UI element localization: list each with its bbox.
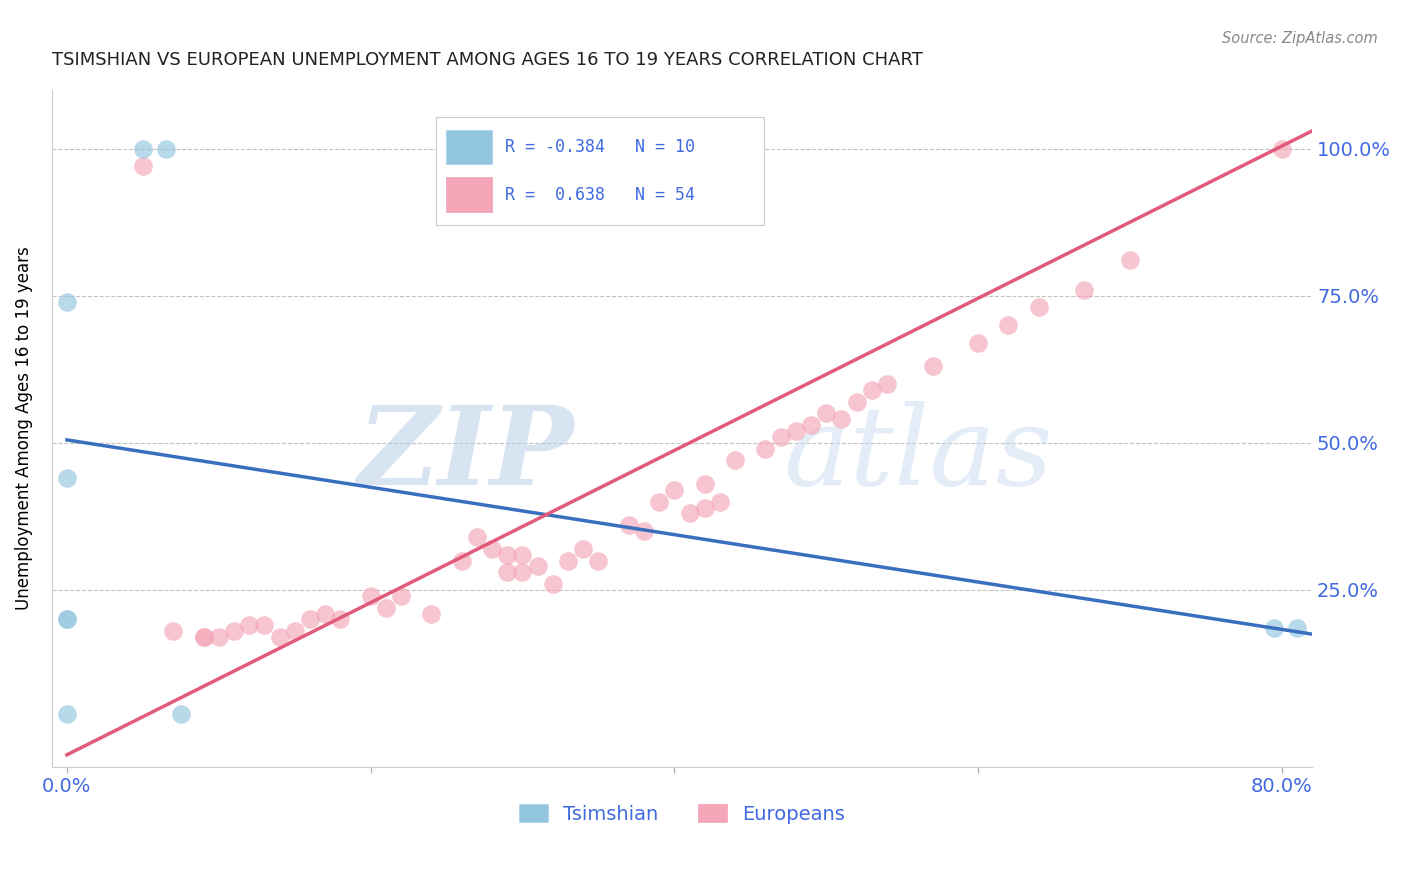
- Point: [845, 394, 868, 409]
- Point: [162, 624, 184, 639]
- Point: [132, 142, 155, 156]
- Point: [860, 383, 883, 397]
- Point: [360, 589, 382, 603]
- Point: [374, 600, 396, 615]
- Point: [557, 553, 579, 567]
- Point: [329, 612, 352, 626]
- Point: [633, 524, 655, 538]
- Point: [1073, 283, 1095, 297]
- Point: [465, 530, 488, 544]
- Point: [238, 618, 260, 632]
- Point: [754, 442, 776, 456]
- Point: [496, 566, 519, 580]
- Point: [253, 618, 276, 632]
- Point: [617, 518, 640, 533]
- Point: [170, 706, 193, 721]
- Point: [481, 541, 503, 556]
- Point: [1119, 253, 1142, 268]
- Point: [450, 553, 472, 567]
- Point: [830, 412, 852, 426]
- Point: [1285, 621, 1308, 635]
- Point: [1263, 621, 1285, 635]
- Point: [1271, 142, 1294, 156]
- Point: [709, 494, 731, 508]
- Point: [512, 566, 534, 580]
- Point: [512, 548, 534, 562]
- Point: [1028, 301, 1050, 315]
- Point: [572, 541, 595, 556]
- Point: [389, 589, 412, 603]
- Point: [314, 607, 336, 621]
- Point: [693, 477, 716, 491]
- Text: Source: ZipAtlas.com: Source: ZipAtlas.com: [1222, 31, 1378, 46]
- Y-axis label: Unemployment Among Ages 16 to 19 years: Unemployment Among Ages 16 to 19 years: [15, 246, 32, 610]
- Point: [132, 159, 155, 173]
- Point: [284, 624, 307, 639]
- Point: [724, 453, 747, 467]
- Point: [967, 335, 990, 350]
- Text: ZIP: ZIP: [359, 401, 575, 509]
- Point: [208, 630, 231, 644]
- Point: [269, 630, 291, 644]
- Point: [921, 359, 943, 374]
- Point: [526, 559, 548, 574]
- Point: [155, 142, 177, 156]
- Point: [420, 607, 443, 621]
- Point: [815, 406, 838, 420]
- Point: [496, 548, 519, 562]
- Point: [648, 494, 671, 508]
- Point: [56, 471, 79, 485]
- Point: [588, 553, 610, 567]
- Point: [56, 294, 79, 309]
- Point: [56, 612, 79, 626]
- Point: [997, 318, 1019, 332]
- Text: TSIMSHIAN VS EUROPEAN UNEMPLOYMENT AMONG AGES 16 TO 19 YEARS CORRELATION CHART: TSIMSHIAN VS EUROPEAN UNEMPLOYMENT AMONG…: [52, 51, 922, 69]
- Point: [785, 424, 807, 438]
- Point: [800, 418, 823, 433]
- Point: [298, 612, 321, 626]
- Point: [56, 612, 79, 626]
- Point: [876, 376, 898, 391]
- Legend: Tsimshian, Europeans: Tsimshian, Europeans: [510, 797, 853, 831]
- Point: [56, 706, 79, 721]
- Point: [769, 430, 792, 444]
- Point: [193, 630, 215, 644]
- Text: atlas: atlas: [783, 401, 1053, 509]
- Point: [541, 577, 564, 591]
- Point: [678, 507, 700, 521]
- Point: [193, 630, 215, 644]
- Point: [664, 483, 686, 497]
- Point: [222, 624, 245, 639]
- Point: [693, 500, 716, 515]
